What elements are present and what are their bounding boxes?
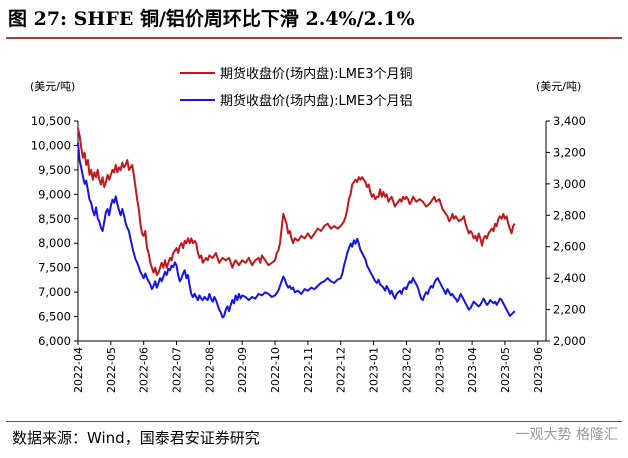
left-tick-label: 6,000 [38,334,71,348]
x-tick-label: 2023-01 [368,347,381,393]
left-tick-label: 8,500 [38,212,71,226]
x-tick-label: 2022-10 [269,347,282,393]
copper-series-line [77,128,516,276]
right-axis-unit-label: (美元/吨) [536,80,581,93]
x-tick-label: 2023-02 [400,347,413,393]
right-tick-label: 3,200 [553,145,586,159]
left-tick-label: 9,000 [38,187,71,201]
right-tick-label: 2,800 [553,208,586,222]
left-y-axis: 6,000 6,500 7,000 7,500 8,000 8,500 9,000 9,500… [31,114,78,348]
right-tick-label: 2,400 [553,271,586,285]
x-tick-label: 2023-04 [466,347,479,393]
x-tick-label: 2022-07 [171,347,184,393]
right-tick-label: 2,200 [553,303,586,317]
x-axis: 2022-04 2022-05 2022-06 2022-07 2022-08 2022-… [72,341,545,393]
right-tick-label: 2,600 [553,240,586,254]
x-tick-label: 2022-08 [203,347,216,393]
plot-frame [77,121,547,342]
x-tick-label: 2022-05 [105,347,118,393]
left-tick-label: 6,500 [38,310,71,324]
x-tick-label: 2022-11 [302,347,315,393]
right-tick-label: 2,000 [553,334,586,348]
line-chart: 6,000 6,500 7,000 7,500 8,000 8,500 9,000 9,500… [30,66,586,393]
x-tick-label: 2022-12 [335,347,348,393]
left-tick-label: 10,000 [31,138,71,152]
right-tick-label: 3,000 [553,177,586,191]
x-tick-label: 2022-09 [236,347,249,393]
x-tick-label: 2023-05 [499,347,512,393]
left-tick-label: 7,000 [38,285,71,299]
left-tick-label: 9,500 [38,163,71,177]
legend-label: 期货收盘价(场内盘):LME3个月铜 [220,66,412,82]
legend-label: 期货收盘价(场内盘):LME3个月铝 [220,93,412,109]
right-y-axis: 2,000 2,200 2,400 2,600 2,800 3,000 3,200 3,400 [546,114,586,348]
left-tick-label: 8,000 [38,236,71,250]
left-tick-label: 10,500 [31,114,71,128]
x-tick-label: 2022-04 [72,347,85,393]
series-layer [77,128,516,319]
x-tick-label: 2023-06 [532,347,545,393]
figure-title: 图 27: SHFE 铜/铝价周环比下滑 2.4%/2.1% [8,8,415,30]
source-note: 数据来源：Wind，国泰君安证券研究 [12,429,260,447]
aluminum-series-line [77,142,516,319]
title-divider [6,37,622,39]
footer-divider [6,421,622,422]
left-axis-unit-label: (美元/吨) [30,80,75,93]
watermark-text: 一观大势 格隆汇 [515,427,618,443]
right-tick-label: 3,400 [553,114,586,128]
left-tick-label: 7,500 [38,261,71,275]
x-tick-label: 2022-06 [138,347,151,393]
x-tick-label: 2023-03 [433,347,446,393]
